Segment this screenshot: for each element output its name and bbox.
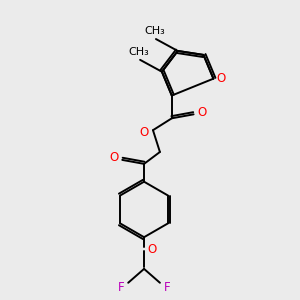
Text: CH₃: CH₃ [145,26,165,36]
Text: O: O [147,243,157,256]
Text: O: O [197,106,206,119]
Text: O: O [140,126,149,139]
Text: O: O [217,72,226,85]
Text: F: F [118,281,124,294]
Text: F: F [164,281,170,294]
Text: CH₃: CH₃ [129,47,149,57]
Text: O: O [110,152,119,164]
